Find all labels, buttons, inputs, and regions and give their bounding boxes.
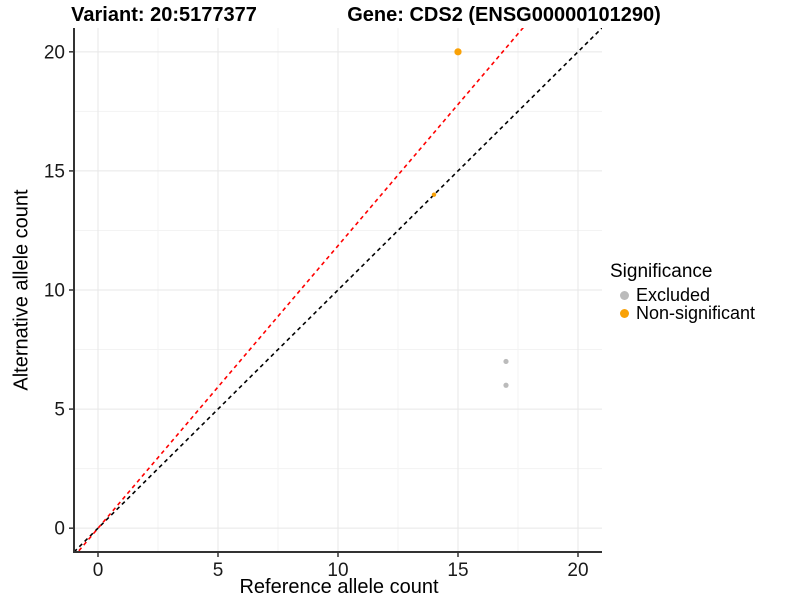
legend-item-label: Excluded <box>636 284 711 305</box>
legend-item-label: Non-significant <box>636 302 756 323</box>
data-point-excluded <box>503 382 509 388</box>
y-tick-labels: 0 5 10 15 20 <box>44 42 65 539</box>
gridlines-major <box>74 28 602 552</box>
ref-line-identity <box>74 28 602 552</box>
data-point-non-significant <box>431 192 437 197</box>
x-tick-label: 10 <box>327 560 348 581</box>
data-points <box>431 48 509 388</box>
legend: Significance Excluded Non-significant <box>610 261 756 323</box>
y-tick-label: 10 <box>44 281 65 302</box>
legend-item: Non-significant <box>620 302 756 323</box>
x-tick-label: 0 <box>93 560 104 581</box>
ref-line-allelic-ratio <box>76 28 524 552</box>
x-axis-title: Reference allele count <box>239 576 439 598</box>
legend-item: Excluded <box>620 284 755 305</box>
plot-title-variant: Variant: 20:5177377 <box>71 4 257 26</box>
data-point-non-significant <box>454 48 462 56</box>
legend-items: Excluded Non-significant <box>610 284 756 323</box>
y-tick-label: 15 <box>44 161 65 182</box>
legend-title: Significance <box>610 261 713 282</box>
reference-lines <box>74 28 602 552</box>
x-tick-label: 5 <box>213 560 224 581</box>
x-tick-label: 15 <box>447 560 468 581</box>
tick-marks <box>69 51 579 557</box>
x-tick-labels: 0 5 10 15 20 <box>93 560 589 581</box>
y-tick-label: 0 <box>54 519 65 540</box>
legend-key-dot <box>620 308 629 318</box>
y-axis-title: Alternative allele count <box>10 189 33 391</box>
y-tick-label: 20 <box>44 42 65 63</box>
y-tick-label: 5 <box>54 400 65 421</box>
x-tick-label: 20 <box>567 560 588 581</box>
legend-key-dot <box>620 290 629 300</box>
data-point-excluded <box>503 358 509 365</box>
plot-title-gene: Gene: CDS2 (ENSG00000101290) <box>347 4 661 26</box>
